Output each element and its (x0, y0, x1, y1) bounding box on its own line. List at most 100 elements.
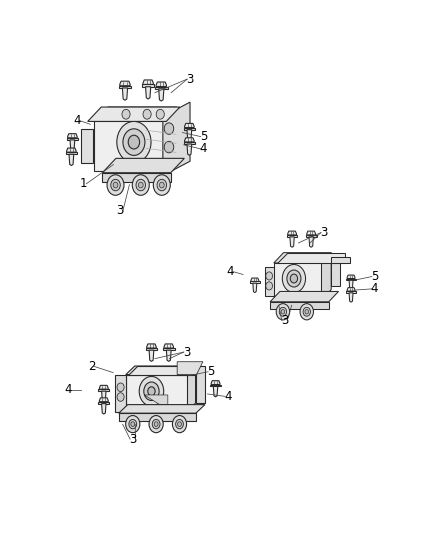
Circle shape (117, 122, 151, 163)
Polygon shape (119, 86, 131, 88)
Polygon shape (128, 366, 197, 375)
Circle shape (123, 129, 145, 156)
Polygon shape (213, 386, 218, 397)
Circle shape (117, 393, 124, 401)
Polygon shape (187, 130, 192, 141)
Polygon shape (265, 266, 274, 296)
Circle shape (122, 109, 130, 119)
Polygon shape (99, 389, 109, 391)
Polygon shape (163, 348, 175, 350)
Circle shape (144, 382, 159, 400)
Polygon shape (347, 288, 355, 291)
Circle shape (159, 182, 164, 188)
Polygon shape (321, 253, 331, 300)
Circle shape (149, 416, 163, 433)
Polygon shape (349, 293, 353, 302)
Polygon shape (274, 253, 331, 263)
Polygon shape (119, 413, 196, 421)
Polygon shape (346, 279, 356, 280)
Polygon shape (346, 291, 356, 293)
Polygon shape (164, 344, 173, 348)
Polygon shape (287, 235, 297, 237)
Circle shape (128, 135, 140, 149)
Circle shape (266, 272, 272, 280)
Text: 5: 5 (371, 270, 378, 283)
Polygon shape (149, 350, 154, 361)
Polygon shape (184, 138, 194, 142)
Circle shape (139, 376, 164, 406)
Circle shape (276, 304, 290, 320)
Text: 3: 3 (129, 433, 137, 446)
Text: 4: 4 (200, 142, 207, 156)
Polygon shape (119, 405, 205, 413)
Circle shape (131, 422, 135, 426)
Circle shape (117, 383, 124, 392)
Polygon shape (184, 124, 194, 127)
Polygon shape (307, 231, 315, 235)
Polygon shape (163, 102, 190, 175)
Polygon shape (163, 107, 177, 171)
Circle shape (136, 179, 145, 191)
Text: 3: 3 (117, 204, 124, 217)
Polygon shape (69, 154, 74, 166)
Polygon shape (166, 350, 171, 361)
Polygon shape (347, 275, 355, 279)
Text: 3: 3 (183, 345, 190, 359)
Text: 4: 4 (224, 390, 232, 403)
Circle shape (129, 419, 137, 429)
Circle shape (153, 175, 170, 195)
Text: 3: 3 (320, 226, 327, 239)
Polygon shape (99, 398, 108, 402)
Circle shape (152, 419, 160, 429)
Circle shape (143, 109, 151, 119)
Polygon shape (288, 231, 297, 235)
Polygon shape (156, 82, 166, 86)
Circle shape (281, 310, 285, 314)
Text: 1: 1 (80, 177, 87, 190)
Polygon shape (270, 292, 339, 302)
Polygon shape (126, 375, 187, 411)
Text: 4: 4 (73, 114, 81, 127)
Text: 2: 2 (88, 360, 95, 373)
Polygon shape (274, 263, 321, 300)
Text: 5: 5 (200, 130, 207, 143)
Circle shape (132, 175, 149, 195)
Circle shape (283, 264, 306, 293)
Polygon shape (270, 302, 329, 309)
Circle shape (173, 416, 187, 433)
Circle shape (138, 182, 143, 188)
Polygon shape (184, 127, 195, 130)
Polygon shape (253, 283, 257, 293)
Text: 3: 3 (281, 314, 288, 327)
Polygon shape (142, 84, 155, 87)
Polygon shape (159, 89, 164, 101)
Circle shape (279, 308, 286, 316)
Circle shape (113, 182, 118, 188)
Polygon shape (349, 280, 353, 289)
Polygon shape (95, 122, 163, 171)
Polygon shape (67, 134, 77, 138)
Polygon shape (187, 366, 195, 411)
Polygon shape (145, 87, 151, 99)
Circle shape (156, 109, 164, 119)
Polygon shape (95, 107, 177, 122)
Polygon shape (81, 129, 93, 163)
Polygon shape (155, 86, 168, 89)
Circle shape (107, 175, 124, 195)
Polygon shape (99, 385, 108, 389)
Circle shape (305, 310, 309, 314)
Polygon shape (126, 366, 195, 375)
Circle shape (111, 179, 120, 191)
Polygon shape (99, 402, 109, 403)
Polygon shape (211, 381, 220, 384)
Circle shape (164, 123, 174, 134)
Polygon shape (67, 138, 78, 140)
Polygon shape (195, 366, 205, 403)
Polygon shape (306, 235, 317, 237)
Polygon shape (210, 384, 221, 386)
Circle shape (148, 387, 155, 395)
Text: 4: 4 (371, 282, 378, 295)
Polygon shape (66, 152, 77, 154)
Circle shape (290, 274, 297, 283)
Circle shape (157, 179, 166, 191)
